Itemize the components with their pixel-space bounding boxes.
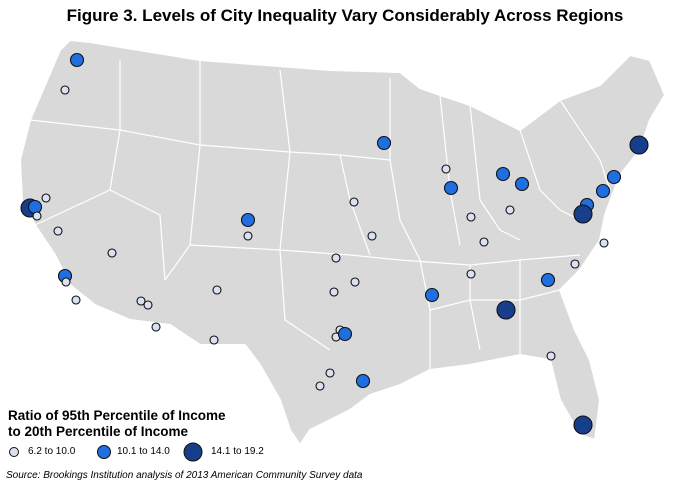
- city-marker: [495, 166, 511, 182]
- city-marker: [212, 285, 222, 295]
- city-marker: [243, 231, 253, 241]
- city-marker: [479, 237, 489, 247]
- city-marker: [606, 169, 622, 185]
- city-markers: [20, 52, 649, 435]
- city-marker: [27, 199, 43, 215]
- city-marker: [466, 212, 476, 222]
- city-marker: [41, 193, 51, 203]
- city-marker: [337, 326, 353, 342]
- city-marker: [573, 415, 593, 435]
- city-marker: [595, 183, 611, 199]
- city-marker: [441, 164, 451, 174]
- city-marker: [53, 226, 63, 236]
- city-marker: [573, 204, 593, 224]
- city-marker: [570, 259, 580, 269]
- city-marker: [466, 269, 476, 279]
- legend-label-low: 6.2 to 10.0: [28, 446, 76, 457]
- city-marker: [61, 277, 71, 287]
- city-marker: [514, 176, 530, 192]
- legend-title-line2: to 20th Percentile of Income: [8, 424, 189, 439]
- city-marker: [424, 287, 440, 303]
- city-marker: [496, 300, 516, 320]
- city-marker: [376, 135, 392, 151]
- city-marker: [32, 211, 42, 221]
- city-marker: [151, 322, 161, 332]
- city-marker: [329, 287, 339, 297]
- city-marker: [71, 295, 81, 305]
- city-marker: [315, 381, 325, 391]
- us-landmass: [18, 38, 667, 447]
- city-marker: [240, 212, 256, 228]
- city-marker: [546, 351, 556, 361]
- city-marker: [355, 373, 371, 389]
- city-marker: [331, 253, 341, 263]
- city-marker: [505, 205, 515, 215]
- map-title: Figure 3. Levels of City Inequality Vary…: [66, 6, 624, 25]
- city-marker: [349, 197, 359, 207]
- legend-title: Ratio of 95th Percentile of Income to 20…: [8, 408, 226, 440]
- city-marker: [350, 277, 360, 287]
- city-marker: [209, 335, 219, 345]
- city-marker: [443, 180, 459, 196]
- city-marker: [540, 272, 556, 288]
- city-marker: [107, 248, 117, 258]
- city-marker: [69, 52, 85, 68]
- legend-label-high: 14.1 to 19.2: [211, 446, 264, 457]
- city-marker: [367, 231, 377, 241]
- city-marker: [136, 296, 146, 306]
- legend-label-mid: 10.1 to 14.0: [117, 446, 170, 457]
- city-marker: [143, 300, 153, 310]
- source-note: Source: Brookings Institution analysis o…: [6, 470, 363, 481]
- legend-title-line1: Ratio of 95th Percentile of Income: [8, 408, 226, 423]
- city-marker: [599, 238, 609, 248]
- city-marker: [60, 85, 70, 95]
- city-marker: [629, 135, 649, 155]
- city-marker: [325, 368, 335, 378]
